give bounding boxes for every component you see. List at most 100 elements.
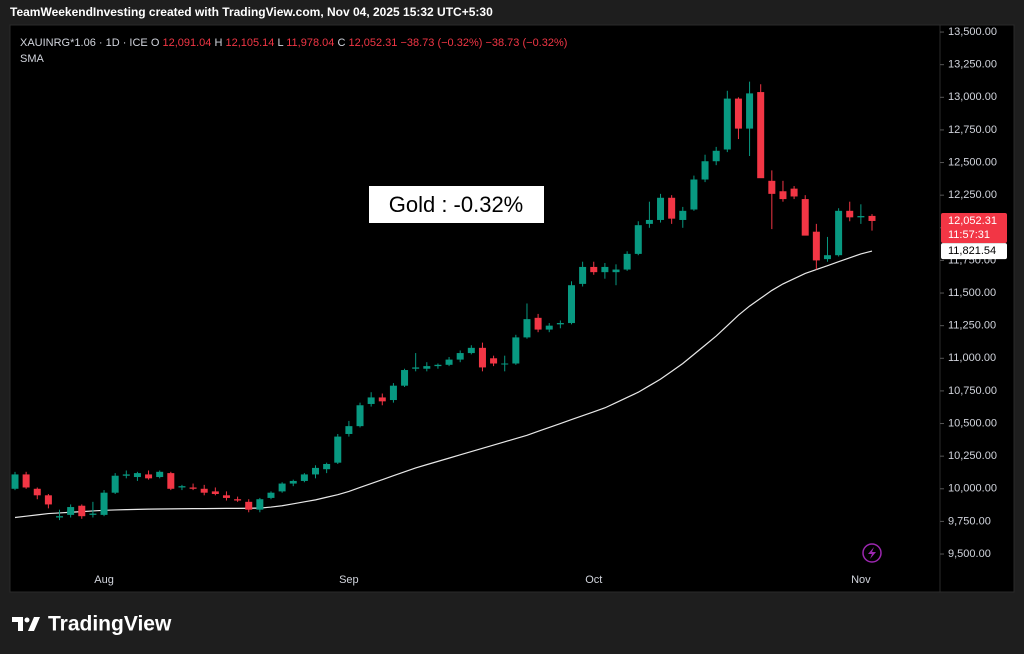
candle-body	[757, 92, 765, 179]
ohlc-value: 12,052.31	[348, 37, 397, 49]
candle-body	[122, 474, 130, 476]
candle-body	[523, 319, 531, 338]
candle-body	[89, 513, 97, 515]
candle-body	[334, 436, 342, 463]
candle-body	[590, 266, 598, 273]
candle-body	[167, 473, 175, 489]
y-tick-label: 12,500.00	[948, 156, 997, 168]
candle-body	[790, 188, 798, 197]
y-tick-label: 10,750.00	[948, 385, 997, 397]
logo: TradingView	[12, 613, 172, 636]
candle-body	[267, 492, 275, 498]
x-tick-label: Nov	[851, 574, 871, 586]
candle-body	[445, 359, 453, 365]
candle-body	[256, 499, 264, 510]
ohlc-value: 12,105.14	[225, 37, 274, 49]
candle-body	[579, 266, 587, 284]
logo-text: TradingView	[48, 613, 172, 636]
y-tick-label: 12,250.00	[948, 189, 997, 201]
candle-body	[712, 150, 720, 162]
y-tick-label: 11,000.00	[948, 352, 996, 364]
candle-body	[746, 93, 754, 129]
ohlc-value: 11,978.04	[286, 37, 334, 49]
header: TeamWeekendInvesting created with Tradin…	[10, 5, 493, 19]
candle-body	[768, 180, 776, 194]
candle-body	[456, 353, 464, 360]
change: −38.73 (−0.32%)	[400, 37, 482, 49]
x-tick-label: Aug	[94, 574, 114, 586]
candle-body	[657, 197, 665, 220]
price-tag-label: 12,052.31	[948, 215, 997, 227]
candle-body	[78, 505, 86, 517]
candle-body	[857, 216, 865, 218]
candle-body	[846, 210, 854, 218]
candle-body	[567, 285, 575, 324]
y-tick-label: 13,000.00	[948, 91, 997, 103]
candle-body	[723, 98, 731, 150]
candle-body	[33, 488, 41, 496]
ohlc-value: 12,091.04	[162, 37, 211, 49]
candle-body	[779, 191, 787, 200]
candle-body	[178, 486, 186, 488]
candle-body	[111, 475, 119, 493]
candle-body	[812, 231, 820, 261]
candle-body	[133, 473, 141, 478]
annotation: Gold : -0.32%	[369, 186, 544, 223]
candle-body	[289, 480, 297, 484]
x-tick-label: Oct	[585, 574, 602, 586]
y-tick-label: 11,500.00	[948, 287, 996, 299]
candle-body	[623, 253, 631, 270]
sma-legend: SMA	[20, 53, 45, 65]
candle-body	[278, 483, 286, 492]
candle-body	[545, 325, 553, 330]
candle-body	[222, 495, 230, 498]
candle-body	[501, 363, 509, 365]
annotation-text: Gold : -0.32%	[389, 192, 524, 217]
price-tag	[941, 243, 1007, 260]
candle-body	[401, 370, 409, 386]
candle-body	[490, 358, 498, 364]
candle-body	[67, 507, 75, 515]
candle-body	[245, 501, 253, 510]
candle-body	[868, 215, 876, 221]
chart-pane	[9, 24, 1015, 593]
annotation-box	[369, 186, 544, 223]
candle-body	[434, 364, 442, 367]
candle-body	[44, 495, 52, 505]
y-tick-label: 11,250.00	[948, 320, 996, 332]
price-tag-label: 11,821.54	[948, 245, 996, 257]
candle-body	[100, 492, 108, 515]
candle-body	[645, 219, 653, 224]
candle-body	[668, 197, 676, 219]
candle-body	[211, 491, 219, 494]
candle-body	[634, 225, 642, 254]
sma-line	[14, 250, 873, 519]
change: −38.73 (−0.32%)	[485, 37, 567, 49]
ohlc-legend: XAUINRG*1.06 · 1D · ICE O 12,091.04 H 12…	[20, 37, 567, 49]
candle-body	[145, 474, 153, 479]
candle-body	[300, 474, 308, 481]
y-tick-label: 10,250.00	[948, 450, 997, 462]
y-tick-label: 9,500.00	[948, 548, 991, 560]
symbol: XAUINRG*1.06 · 1D · ICE	[20, 37, 148, 49]
candle-body	[200, 488, 208, 493]
candle-body	[189, 487, 197, 489]
candle-body	[312, 467, 320, 475]
candle-body	[534, 317, 542, 330]
candle-body	[556, 323, 564, 325]
price-tag	[941, 212, 1007, 243]
candle-body	[378, 397, 386, 402]
y-tick-label: 13,250.00	[948, 59, 997, 71]
candle-body	[56, 516, 64, 518]
ohlc-key: H	[214, 37, 222, 49]
candle-body	[11, 474, 19, 489]
candle-body	[345, 426, 353, 434]
x-tick-label: Sep	[339, 574, 359, 586]
lightning-icon	[862, 543, 882, 563]
candle-body	[734, 98, 742, 129]
candle-body	[423, 366, 431, 369]
y-tick-label: 10,000.00	[948, 483, 997, 495]
candle-body	[323, 463, 331, 470]
